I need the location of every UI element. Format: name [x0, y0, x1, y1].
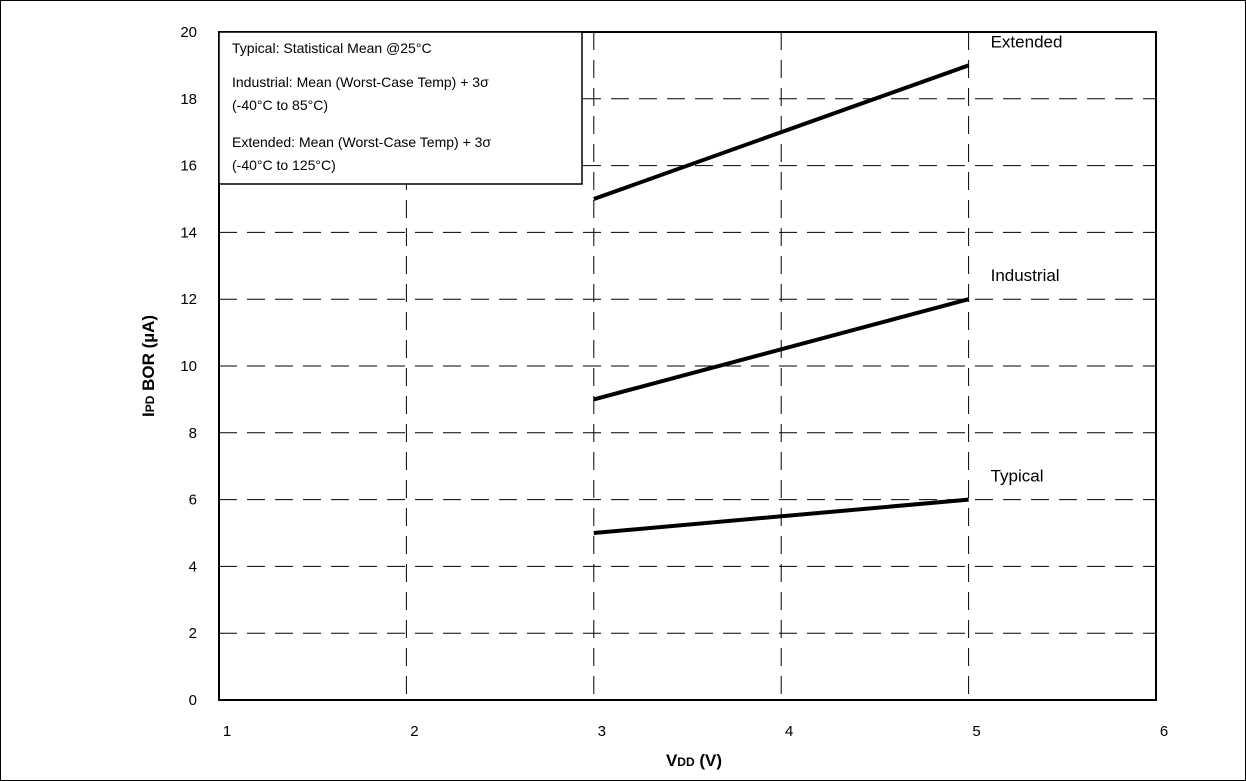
- note-extended-range: (-40°C to 125°C): [232, 157, 336, 173]
- y-tick-label-2: 4: [189, 558, 197, 575]
- notes-box: Typical: Statistical Mean @25°C Industri…: [218, 31, 583, 185]
- x-tick-label-4: 5: [972, 723, 980, 740]
- y-tick-label-5: 10: [180, 358, 197, 375]
- x-tick-label-0: 1: [223, 723, 231, 740]
- x-tick-label-3: 4: [785, 723, 793, 740]
- x-axis-title-unit: (V): [695, 751, 722, 770]
- y-tick-label-3: 6: [189, 492, 197, 509]
- x-axis-title-main: V: [666, 751, 678, 770]
- note-typical: Typical: Statistical Mean @25°C: [232, 40, 432, 56]
- y-axis-title-main: I: [139, 412, 158, 417]
- notes-box-border: [218, 31, 583, 185]
- x-axis-title: VDD (V): [666, 751, 722, 770]
- series-labels: Extended Industrial Typical: [991, 32, 1063, 485]
- y-axis-title-unit: BOR (µA): [139, 315, 158, 396]
- note-extended: Extended: Mean (Worst-Case Temp) + 3σ: [232, 134, 491, 150]
- y-tick-label-0: 0: [189, 692, 197, 709]
- note-industrial-range: (-40°C to 85°C): [232, 97, 328, 113]
- x-tick-label-2: 3: [598, 723, 606, 740]
- y-tick-labels: 0 2 4 6 8 10 12 14 16 18 20: [180, 24, 197, 709]
- series-line-extended: [593, 63, 970, 201]
- series-line-typical: [593, 497, 969, 535]
- series-label-extended: Extended: [991, 32, 1063, 51]
- y-tick-label-6: 12: [180, 291, 197, 308]
- y-tick-label-10: 20: [180, 24, 197, 41]
- series-label-industrial: Industrial: [991, 266, 1060, 285]
- x-tick-labels: 1 2 3 4 5 6: [223, 723, 1168, 740]
- series-lines: [593, 63, 970, 535]
- series-line-industrial: [593, 297, 970, 402]
- x-tick-label-1: 2: [410, 723, 418, 740]
- x-tick-label-5: 6: [1160, 723, 1168, 740]
- note-industrial: Industrial: Mean (Worst-Case Temp) + 3σ: [232, 74, 489, 90]
- y-tick-label-1: 2: [189, 625, 197, 642]
- y-axis-title: IPD BOR (µA): [139, 315, 158, 417]
- y-tick-label-4: 8: [189, 425, 197, 442]
- plot-area: [218, 31, 1157, 701]
- series-label-typical: Typical: [991, 467, 1044, 486]
- y-axis-title-sub: PD: [143, 395, 157, 412]
- y-tick-label-9: 18: [180, 91, 197, 108]
- y-tick-label-7: 14: [180, 224, 197, 241]
- x-axis-title-sub: DD: [677, 755, 695, 769]
- y-tick-label-8: 16: [180, 158, 197, 175]
